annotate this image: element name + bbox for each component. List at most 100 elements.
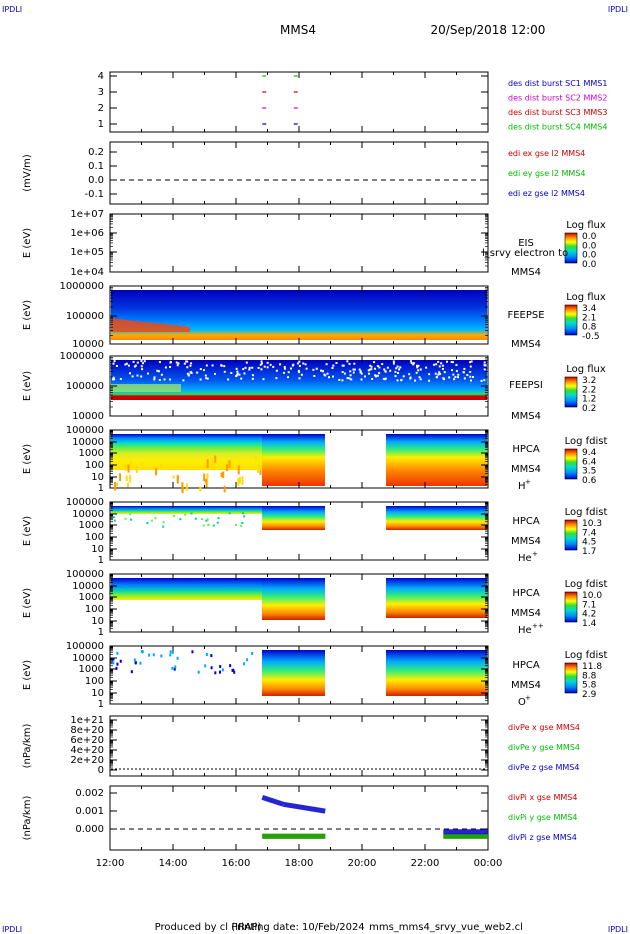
hpca-o-sparse-pixel xyxy=(214,671,217,675)
feepsi-sparse-pixel xyxy=(440,362,443,365)
hpca_hepp-y-tick-label: 1000 xyxy=(79,592,104,603)
feepsi-sparse-pixel xyxy=(260,362,263,365)
hpca-he-sparse-pixel xyxy=(205,519,208,522)
hpca_he-colorbar-tick: 10.3 xyxy=(582,519,602,529)
feepsi-sparse-pixel xyxy=(245,361,248,364)
feepsi-sparse-pixel xyxy=(331,367,334,370)
hpca-h-sparse-pixel xyxy=(119,473,122,481)
hpca-h-spectrogram-1 xyxy=(262,434,325,486)
corner-label-bottom-right: IPDLI xyxy=(608,925,628,934)
hpca_o-y-tick-label: 10000 xyxy=(72,653,104,664)
feepsi-sparse-pixel xyxy=(244,366,247,369)
feepsi-sparse-pixel xyxy=(283,365,286,368)
feepsi-sparse-pixel xyxy=(443,371,446,374)
feepsi-sparse-pixel xyxy=(463,367,466,370)
edi-y-tick-label: -0.1 xyxy=(84,189,104,200)
feepsi-sparse-pixel xyxy=(349,370,352,373)
feepsi-sparse-pixel xyxy=(235,374,238,377)
feepsi-sparse-pixel xyxy=(275,369,278,372)
hpca-h-sparse-pixel xyxy=(203,473,206,482)
feepsi-sparse-pixel xyxy=(471,376,474,379)
hpca-h-sparse-pixel xyxy=(129,474,132,483)
hpca_o-species-charge: + xyxy=(525,694,531,702)
feepsi-sparse-pixel xyxy=(206,377,209,380)
edi-panel-frame xyxy=(109,141,489,205)
feepsi-sparse-pixel xyxy=(142,362,145,365)
hpca-h-sparse-pixel xyxy=(238,477,241,484)
feepsi-sparse-pixel xyxy=(211,364,214,367)
feepsi-sparse-pixel xyxy=(335,362,338,365)
hpca_o-colorbar-tick: 2.9 xyxy=(582,690,597,700)
feepsi-sparse-pixel xyxy=(227,378,230,381)
feepsi-sparse-pixel xyxy=(169,361,172,364)
divpe-legend-entry: divPe z gse MMS4 xyxy=(508,763,579,772)
feepsi-sparse-pixel xyxy=(437,360,440,363)
hpca-h-sparse-pixel xyxy=(181,482,184,492)
hpca-o-sparse-pixel xyxy=(148,653,151,657)
feepsi-sparse-pixel xyxy=(262,378,265,381)
feepsi-sparse-pixel xyxy=(435,363,438,366)
feepsi-sparse-pixel xyxy=(238,373,241,376)
generated-chart-elements: 4 3 2 1 des dist burst SC1 MMS1 des dist burs… xyxy=(22,71,607,869)
hpca_hepp-y-tick-label: 10000 xyxy=(72,581,104,592)
hpca_o-y-axis-label: E (eV) xyxy=(22,660,33,690)
feepsi-sparse-pixel xyxy=(315,367,318,370)
feepsi-sparse-pixel xyxy=(136,361,139,364)
feepsi-sparse-pixel xyxy=(415,371,418,374)
eis-instrument-label: EIS xyxy=(518,238,534,249)
hpca-he-spectrogram-day xyxy=(111,506,262,514)
hpca-he-sparse-pixel xyxy=(228,512,231,515)
feepsi-sparse-pixel xyxy=(373,361,376,364)
hpca-o-sparse-pixel xyxy=(204,664,207,668)
feepse-instrument-label: FEEPSE xyxy=(507,310,544,321)
hpca-he-spectrogram-2 xyxy=(386,506,487,530)
feepsi-sparse-pixel xyxy=(220,364,223,367)
hpca_he-colorbar-tick: 7.4 xyxy=(582,528,597,538)
hpca-o-sparse-pixel xyxy=(246,658,249,662)
feepsi-y-tick-label: 10000 xyxy=(72,411,104,422)
hpca_hepp-y-tick-label: 100000 xyxy=(66,569,104,580)
spacecraft-title: MMS4 xyxy=(280,23,316,37)
feepsi-sparse-pixel xyxy=(341,371,344,374)
feepsi-sparse-pixel xyxy=(370,368,373,371)
hpca-h-sparse-pixel xyxy=(159,463,162,468)
feepsi-sparse-pixel xyxy=(368,372,371,375)
hpca-h-sparse-pixel xyxy=(116,482,119,487)
burst-legend-entry: des dist burst SC2 MMS2 xyxy=(508,94,607,103)
feepsi-sparse-pixel xyxy=(376,374,379,377)
feepsi-sparse-pixel xyxy=(153,378,156,381)
feepse-colorbar xyxy=(564,304,578,336)
hpca-he-sparse-pixel xyxy=(184,513,187,516)
feepsi-sparse-pixel xyxy=(298,360,301,363)
hpca-h-sparse-pixel xyxy=(259,470,262,475)
feepsi-sparse-pixel xyxy=(412,362,415,365)
feepsi-sparse-pixel xyxy=(251,366,254,369)
hpca_h-y-tick-label: 10000 xyxy=(72,437,104,448)
feepsi-sparse-pixel xyxy=(392,360,395,363)
feepsi-colorbar-tick: 2.2 xyxy=(582,385,596,395)
feepsi-sparse-pixel xyxy=(483,361,486,364)
feepsi-sparse-pixel xyxy=(243,372,246,375)
hpca-h-sparse-pixel xyxy=(185,483,188,491)
hpca-he-sparse-pixel xyxy=(124,517,127,520)
hpca-h-sparse-pixel xyxy=(199,486,202,492)
feepse-colorbar-tick: -0.5 xyxy=(582,332,600,342)
hpca-h-sparse-pixel xyxy=(125,475,128,481)
feepsi-colorbar xyxy=(564,376,578,408)
feepsi-sparse-pixel xyxy=(183,362,186,365)
feepsi-sparse-pixel xyxy=(441,364,444,367)
hpca_hepp-colorbar-tick: 10.0 xyxy=(582,591,602,601)
feepsi-sparse-pixel xyxy=(302,362,305,365)
feepsi-sparse-pixel xyxy=(384,370,387,373)
hpca-he-sparse-pixel xyxy=(130,518,133,521)
hpca-o-sparse-pixel xyxy=(112,661,115,665)
hpca-h-colorbar xyxy=(564,448,578,480)
eis-y-tick-label: 1e+05 xyxy=(70,247,104,258)
eis-colorbar xyxy=(564,232,578,264)
feepsi-sparse-pixel xyxy=(367,369,370,372)
feepsi-spacecraft-label: MMS4 xyxy=(511,411,541,422)
divpi-legend-entry: divPi x gse MMS4 xyxy=(508,793,577,802)
hpca-he-sparse-pixel xyxy=(146,522,149,525)
feepsi-sparse-pixel xyxy=(469,370,472,373)
feepsi-sparse-pixel xyxy=(163,378,166,381)
